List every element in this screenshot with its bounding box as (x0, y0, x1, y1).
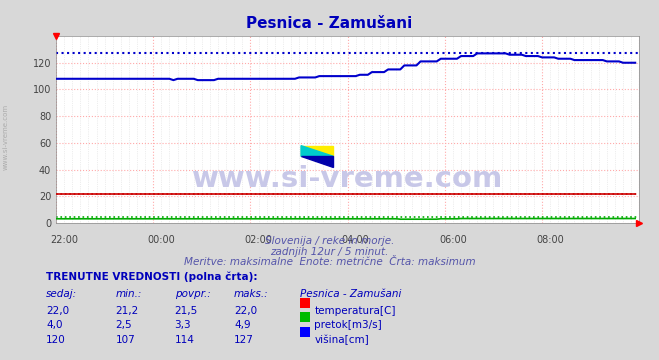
Text: 04:00: 04:00 (342, 235, 370, 245)
Text: 120: 120 (46, 335, 66, 345)
Bar (301, 146, 333, 156)
Text: 4,0: 4,0 (46, 320, 63, 330)
Text: sedaj:: sedaj: (46, 289, 77, 299)
Text: www.si-vreme.com: www.si-vreme.com (192, 165, 503, 193)
Text: 3,3: 3,3 (175, 320, 191, 330)
Text: povpr.:: povpr.: (175, 289, 210, 299)
Text: min.:: min.: (115, 289, 142, 299)
Text: Pesnica - Zamušani: Pesnica - Zamušani (300, 289, 401, 299)
Text: 107: 107 (115, 335, 135, 345)
Text: 06:00: 06:00 (439, 235, 467, 245)
Text: zadnjih 12ur / 5 minut.: zadnjih 12ur / 5 minut. (270, 247, 389, 257)
Text: 21,2: 21,2 (115, 306, 138, 316)
Text: maks.:: maks.: (234, 289, 269, 299)
Text: Slovenija / reke in morje.: Slovenija / reke in morje. (265, 236, 394, 246)
Text: 22,0: 22,0 (234, 306, 257, 316)
Text: 4,9: 4,9 (234, 320, 250, 330)
Text: 21,5: 21,5 (175, 306, 198, 316)
Text: Meritve: maksimalne  Enote: metrične  Črta: maksimum: Meritve: maksimalne Enote: metrične Črta… (184, 257, 475, 267)
Text: 127: 127 (234, 335, 254, 345)
Polygon shape (301, 156, 333, 167)
Text: 114: 114 (175, 335, 194, 345)
Text: www.si-vreme.com: www.si-vreme.com (2, 104, 9, 170)
Text: 02:00: 02:00 (244, 235, 272, 245)
Text: temperatura[C]: temperatura[C] (314, 306, 396, 316)
Text: 2,5: 2,5 (115, 320, 132, 330)
Text: 22:00: 22:00 (50, 235, 78, 245)
Text: TRENUTNE VREDNOSTI (polna črta):: TRENUTNE VREDNOSTI (polna črta): (46, 272, 258, 282)
Text: pretok[m3/s]: pretok[m3/s] (314, 320, 382, 330)
Text: višina[cm]: višina[cm] (314, 335, 369, 345)
Text: 22,0: 22,0 (46, 306, 69, 316)
Text: 00:00: 00:00 (148, 235, 175, 245)
Text: Pesnica - Zamušani: Pesnica - Zamušani (246, 16, 413, 31)
Polygon shape (301, 146, 333, 156)
Text: 08:00: 08:00 (536, 235, 564, 245)
